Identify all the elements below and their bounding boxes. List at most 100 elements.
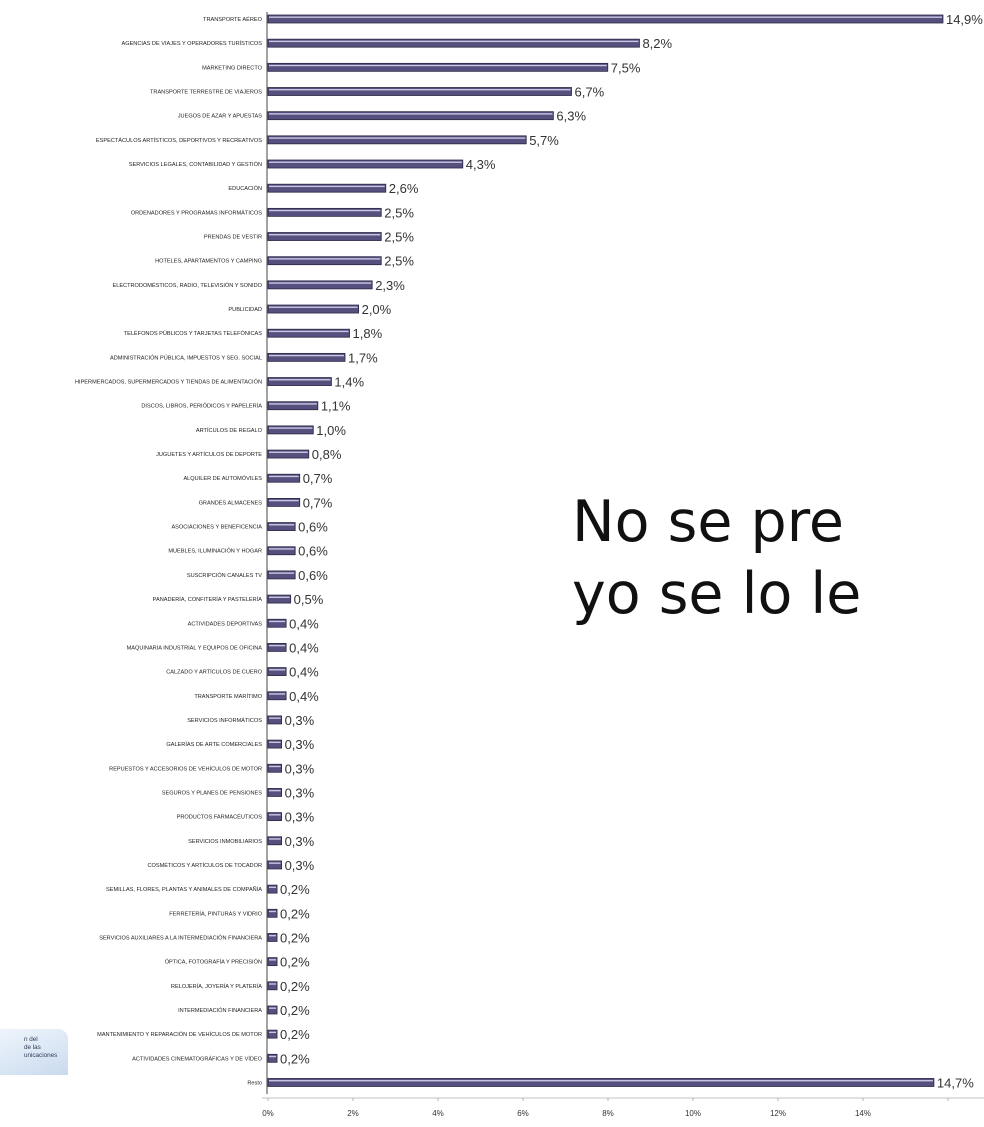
category-label: SERVICIOS INMOBILIARIOS: [188, 839, 262, 845]
category-label: SEMILLAS, FLORES, PLANTAS Y ANIMALES DE …: [106, 886, 262, 893]
category-label: MARKETING DIRECTO: [202, 65, 263, 71]
bar-highlight: [269, 16, 942, 18]
value-label: 0,3%: [285, 785, 315, 800]
bar: [267, 449, 310, 459]
value-label: 0,3%: [285, 810, 315, 825]
bar: [267, 377, 332, 386]
category-label: AGENCIAS DE VIAJES Y OPERADORES TURÍSTIC…: [121, 40, 262, 47]
bar-highlight: [269, 379, 331, 381]
category-label: PRODUCTOS FARMACÉUTICOS: [177, 814, 263, 821]
category-label: ASOCIACIONES Y BENEFICENCIA: [171, 525, 262, 531]
category-label: ESPECTÁCULOS ARTÍSTICOS, DEPORTIVOS Y RE…: [96, 137, 262, 144]
category-label: COSMÉTICOS Y ARTÍCULOS DE TOCADOR: [148, 862, 263, 869]
bar: [267, 425, 314, 435]
bar-highlight: [269, 910, 277, 913]
bar: [267, 594, 292, 604]
bar: [267, 401, 319, 411]
x-tick-label: 6%: [517, 1109, 529, 1118]
value-label: 0,2%: [280, 955, 310, 970]
value-label: 0,3%: [285, 713, 315, 728]
bar: [267, 981, 278, 991]
bar-highlight: [269, 693, 286, 695]
category-label: MAQUINARIA INDUSTRIAL Y EQUIPOS DE OFICI…: [127, 645, 263, 651]
bar-highlight: [269, 1007, 277, 1009]
bar: [267, 715, 282, 725]
bar-highlight: [269, 741, 281, 743]
bar: [267, 933, 278, 942]
value-label: 0,6%: [298, 568, 328, 583]
bar: [267, 739, 282, 749]
bar: [267, 135, 527, 145]
category-label: SERVICIOS INFORMÁTICOS: [187, 717, 262, 724]
value-label: 8,2%: [642, 36, 672, 51]
category-label: CALZADO Y ARTÍCULOS DE CUERO: [166, 669, 262, 676]
category-label: TRANSPORTE TERRESTRE DE VIAJEROS: [150, 90, 262, 96]
value-label: 2,3%: [375, 278, 405, 293]
bar: [267, 812, 282, 822]
value-label: 0,6%: [298, 520, 328, 535]
value-label: 7,5%: [611, 60, 641, 75]
bar-highlight: [269, 306, 358, 308]
x-axis-ticks: 0% 2% 4% 6% 8% 10% 12% 14%: [262, 1097, 984, 1118]
category-label: RELOJERÍA, JOYERÍA Y PLATERÍA: [171, 983, 262, 990]
category-label: FERRETERÍA, PINTURAS Y VIDRIO: [169, 910, 262, 917]
bar: [267, 497, 301, 507]
bar-highlight: [269, 282, 372, 284]
x-tick-label: 0%: [262, 1109, 274, 1118]
bars: [267, 14, 944, 1087]
bar-highlight: [269, 572, 295, 574]
category-label: REPUESTOS Y ACCESORIOS DE VEHÍCULOS DE M…: [109, 765, 262, 772]
bar: [267, 763, 282, 773]
value-label: 0,3%: [285, 858, 315, 873]
bar: [267, 183, 387, 193]
bar: [267, 1053, 278, 1063]
logo: n del de las unicaciones: [0, 1029, 68, 1075]
category-label: PUBLICIDAD: [228, 307, 262, 313]
category-label: JUGUETES Y ARTÍCULOS DE DEPORTE: [156, 451, 262, 458]
value-label: 6,3%: [556, 109, 586, 124]
bar-highlight: [269, 838, 281, 840]
bar-highlight: [269, 451, 308, 453]
bar: [267, 957, 278, 967]
category-label: INTERMEDIACIÓN FINANCIERA: [178, 1007, 262, 1014]
category-label: ADMINISTRACIÓN PÚBLICA, IMPUESTOS Y SEG.…: [110, 354, 262, 361]
bar-highlight: [269, 161, 462, 163]
category-label: GALERÍAS DE ARTE COMERCIALES: [166, 741, 262, 748]
value-label: 1,4%: [334, 375, 364, 390]
bar-highlight: [269, 89, 571, 91]
bar-highlight: [269, 524, 295, 526]
bar-highlight: [269, 234, 381, 236]
bar-highlight: [269, 427, 313, 429]
bar-highlight: [269, 596, 290, 598]
value-label: 0,2%: [280, 1051, 310, 1066]
value-label: 0,5%: [294, 592, 324, 607]
bar-highlight: [269, 789, 281, 792]
bar: [267, 473, 301, 483]
value-label: 0,3%: [285, 761, 315, 776]
bar: [267, 159, 464, 169]
logo-text-1: n del: [24, 1036, 38, 1043]
bar-highlight: [269, 983, 277, 985]
category-label: TELÉFONOS PÚBLICOS Y TARJETAS TELEFÓNICA…: [124, 330, 263, 337]
bar: [267, 232, 382, 241]
bar: [267, 908, 278, 918]
value-label: 0,2%: [280, 979, 310, 994]
bar-highlight: [269, 185, 385, 188]
bar-highlight: [269, 64, 607, 67]
bar: [267, 522, 296, 531]
value-labels: 14,9% 8,2%7,5% 6,7% 6,3% 5,7% 4,3% 2,6% 2,5% 2,5…: [280, 12, 983, 1090]
bar: [267, 691, 287, 701]
value-label: 0,2%: [280, 1027, 310, 1042]
value-label: 0,4%: [289, 640, 319, 655]
value-label: 0,3%: [285, 737, 315, 752]
bar: [267, 38, 640, 48]
bar: [267, 667, 287, 676]
category-label: ALQUILER DE AUTOMÓVILES: [183, 475, 262, 482]
bar: [267, 546, 296, 556]
bar: [267, 1005, 278, 1015]
category-label: SERVICIOS LEGALES, CONTABILIDAD Y GESTIÓ…: [129, 161, 262, 168]
category-labels: TRANSPORTE AÉREO AGENCIAS DE VIAJES Y OPE…: [75, 16, 263, 1086]
bar: [267, 207, 382, 217]
bar-highlight: [269, 137, 526, 139]
